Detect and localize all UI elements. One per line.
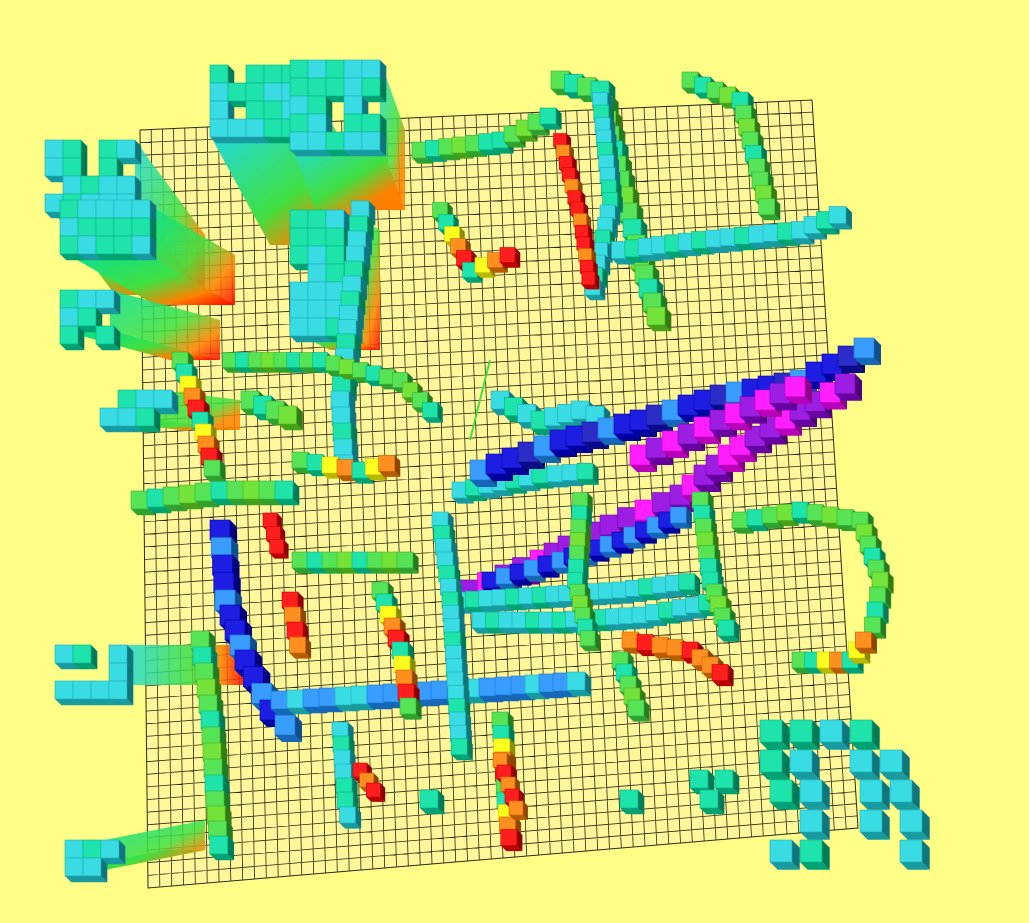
blue-path-cube: [670, 507, 692, 529]
cluster-cube: [800, 840, 830, 870]
cluster-cube: [420, 790, 444, 814]
cluster-cube: [850, 720, 880, 750]
mixed-path-cube: [379, 455, 401, 477]
cyan-path-cube: [679, 574, 701, 596]
blue-path-cube: [275, 715, 302, 742]
tower-top-cube: [117, 140, 141, 164]
cyan-path-cube: [829, 207, 852, 230]
tower-top-cube: [60, 326, 84, 350]
tower-top-cube: [101, 840, 125, 864]
tower-top-cube: [96, 326, 120, 350]
red-path-cube: [509, 801, 528, 820]
green-path-cube: [628, 700, 650, 722]
tower-top-cube: [154, 390, 178, 414]
blue-path-cube: [567, 672, 591, 696]
green-path-cube: [759, 199, 781, 221]
tower-top-cube: [109, 681, 133, 705]
tower-top-cube: [73, 645, 97, 669]
tower-top-cube: [362, 78, 386, 102]
cluster-cube: [860, 810, 890, 840]
green-path-cube: [423, 403, 443, 423]
tower-top-cube: [96, 290, 120, 314]
tower-top-cube: [83, 858, 107, 882]
cluster-cube: [800, 780, 830, 810]
mixed-path-cube: [400, 698, 422, 720]
cluster-cube: [770, 780, 800, 810]
green-path-cube: [540, 108, 562, 130]
mixed-path-cube: [500, 248, 520, 268]
mixed-path-cube: [855, 632, 877, 654]
green-path-cube: [647, 307, 671, 331]
red-path-cube: [270, 540, 289, 559]
cluster-cube: [770, 840, 800, 870]
red-path-cube: [366, 783, 385, 802]
red-path-cube: [290, 637, 312, 659]
green-path-cube: [279, 406, 303, 430]
cluster-cube: [790, 750, 820, 780]
magenta-path-cube: [785, 377, 812, 404]
cluster-cube: [880, 750, 910, 780]
cluster-cube: [890, 780, 920, 810]
green-path-cube: [397, 552, 419, 574]
cluster-cube: [860, 780, 890, 810]
cyan-path-cube: [451, 739, 473, 761]
mixed-path-cube: [501, 830, 523, 852]
green-path-cube: [275, 481, 299, 505]
cluster-cube: [900, 840, 930, 870]
cluster-cube: [850, 750, 880, 780]
cluster-cube: [800, 810, 830, 840]
cluster-cube: [760, 750, 790, 780]
tower-top-cube: [132, 236, 156, 260]
cluster-cube: [620, 790, 644, 814]
tower-top-cube: [136, 408, 160, 432]
cluster-cube: [760, 720, 790, 750]
cluster-cube: [700, 790, 724, 814]
green-path-cube: [580, 631, 600, 651]
cluster-cube: [820, 720, 850, 750]
cluster-cube: [900, 810, 930, 840]
red-path-cube: [582, 272, 600, 290]
red-path-cube: [712, 665, 734, 687]
cluster-cube: [790, 720, 820, 750]
tower-top-cube: [362, 132, 386, 156]
cyan-path-cube: [340, 807, 362, 829]
mixed-path-cube: [204, 460, 226, 482]
cyan-path-cube: [577, 463, 599, 485]
green-path-cube: [718, 620, 740, 642]
purple-path-cube: [835, 374, 862, 401]
green-path-cube: [210, 836, 234, 860]
blue-path-cube: [854, 338, 881, 365]
